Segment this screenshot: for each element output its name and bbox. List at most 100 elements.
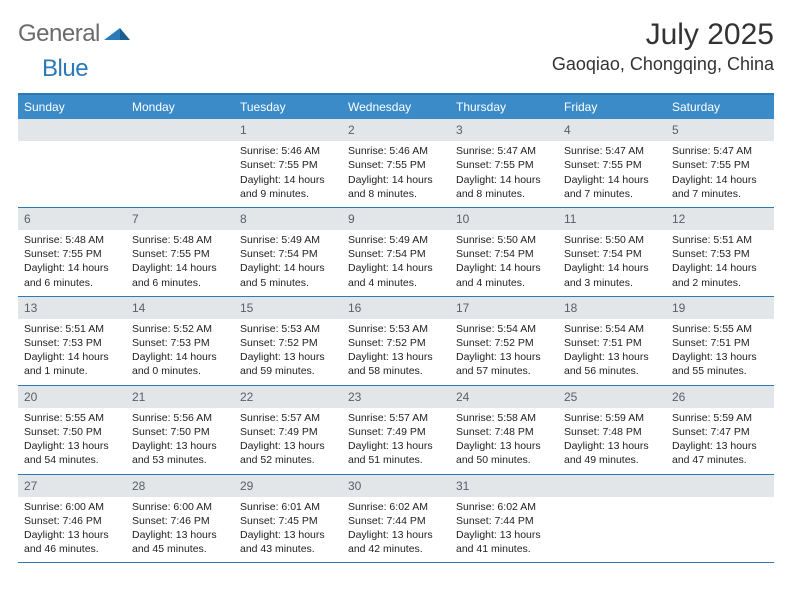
sunrise-line: Sunrise: 5:51 AM	[24, 322, 120, 336]
day-number: 12	[666, 208, 774, 230]
calendar-row: 13Sunrise: 5:51 AMSunset: 7:53 PMDayligh…	[18, 297, 774, 386]
daylight-line: Daylight: 14 hours and 8 minutes.	[348, 173, 444, 201]
day-number: 4	[558, 119, 666, 141]
cell-body: Sunrise: 5:50 AMSunset: 7:54 PMDaylight:…	[558, 230, 666, 296]
sunrise-line: Sunrise: 5:54 AM	[456, 322, 552, 336]
day-number	[558, 475, 666, 497]
cell-body: Sunrise: 5:58 AMSunset: 7:48 PMDaylight:…	[450, 408, 558, 474]
daylight-line: Daylight: 13 hours and 42 minutes.	[348, 528, 444, 556]
cell-body: Sunrise: 5:47 AMSunset: 7:55 PMDaylight:…	[666, 141, 774, 207]
cell-body: Sunrise: 5:51 AMSunset: 7:53 PMDaylight:…	[666, 230, 774, 296]
cell-body: Sunrise: 5:48 AMSunset: 7:55 PMDaylight:…	[18, 230, 126, 296]
calendar-cell: 25Sunrise: 5:59 AMSunset: 7:48 PMDayligh…	[558, 386, 666, 474]
day-number: 19	[666, 297, 774, 319]
cell-body: Sunrise: 6:00 AMSunset: 7:46 PMDaylight:…	[18, 497, 126, 563]
sunrise-line: Sunrise: 6:01 AM	[240, 500, 336, 514]
sunset-line: Sunset: 7:48 PM	[564, 425, 660, 439]
sunset-line: Sunset: 7:55 PM	[132, 247, 228, 261]
calendar-cell	[666, 475, 774, 563]
sunset-line: Sunset: 7:54 PM	[240, 247, 336, 261]
sunrise-line: Sunrise: 5:49 AM	[348, 233, 444, 247]
daylight-line: Daylight: 13 hours and 41 minutes.	[456, 528, 552, 556]
daylight-line: Daylight: 14 hours and 6 minutes.	[132, 261, 228, 289]
calendar-row: 1Sunrise: 5:46 AMSunset: 7:55 PMDaylight…	[18, 119, 774, 208]
day-number: 5	[666, 119, 774, 141]
calendar-cell: 1Sunrise: 5:46 AMSunset: 7:55 PMDaylight…	[234, 119, 342, 207]
sunrise-line: Sunrise: 5:48 AM	[24, 233, 120, 247]
sunrise-line: Sunrise: 6:02 AM	[348, 500, 444, 514]
cell-body: Sunrise: 5:59 AMSunset: 7:47 PMDaylight:…	[666, 408, 774, 474]
calendar-row: 6Sunrise: 5:48 AMSunset: 7:55 PMDaylight…	[18, 208, 774, 297]
day-number: 25	[558, 386, 666, 408]
sunset-line: Sunset: 7:53 PM	[132, 336, 228, 350]
calendar-cell: 13Sunrise: 5:51 AMSunset: 7:53 PMDayligh…	[18, 297, 126, 385]
daylight-line: Daylight: 13 hours and 51 minutes.	[348, 439, 444, 467]
sunrise-line: Sunrise: 5:46 AM	[348, 144, 444, 158]
day-header: Tuesday	[234, 95, 342, 119]
cell-body: Sunrise: 5:54 AMSunset: 7:51 PMDaylight:…	[558, 319, 666, 385]
cell-body: Sunrise: 5:47 AMSunset: 7:55 PMDaylight:…	[450, 141, 558, 207]
daylight-line: Daylight: 13 hours and 58 minutes.	[348, 350, 444, 378]
day-number: 3	[450, 119, 558, 141]
calendar-cell: 9Sunrise: 5:49 AMSunset: 7:54 PMDaylight…	[342, 208, 450, 296]
day-number: 1	[234, 119, 342, 141]
day-number: 6	[18, 208, 126, 230]
day-number: 2	[342, 119, 450, 141]
brand-text-1: General	[18, 20, 100, 48]
sunset-line: Sunset: 7:45 PM	[240, 514, 336, 528]
sunrise-line: Sunrise: 5:50 AM	[564, 233, 660, 247]
day-number	[18, 119, 126, 141]
brand-text-2: Blue	[42, 55, 88, 83]
sunset-line: Sunset: 7:55 PM	[24, 247, 120, 261]
sunset-line: Sunset: 7:51 PM	[564, 336, 660, 350]
sunrise-line: Sunrise: 5:47 AM	[456, 144, 552, 158]
calendar-cell: 12Sunrise: 5:51 AMSunset: 7:53 PMDayligh…	[666, 208, 774, 296]
calendar-cell: 22Sunrise: 5:57 AMSunset: 7:49 PMDayligh…	[234, 386, 342, 474]
cell-body: Sunrise: 5:46 AMSunset: 7:55 PMDaylight:…	[342, 141, 450, 207]
daylight-line: Daylight: 13 hours and 50 minutes.	[456, 439, 552, 467]
cell-body: Sunrise: 6:02 AMSunset: 7:44 PMDaylight:…	[450, 497, 558, 563]
daylight-line: Daylight: 14 hours and 0 minutes.	[132, 350, 228, 378]
calendar-cell: 20Sunrise: 5:55 AMSunset: 7:50 PMDayligh…	[18, 386, 126, 474]
cell-body: Sunrise: 5:53 AMSunset: 7:52 PMDaylight:…	[234, 319, 342, 385]
daylight-line: Daylight: 14 hours and 2 minutes.	[672, 261, 768, 289]
day-number: 20	[18, 386, 126, 408]
cell-body: Sunrise: 5:48 AMSunset: 7:55 PMDaylight:…	[126, 230, 234, 296]
daylight-line: Daylight: 13 hours and 47 minutes.	[672, 439, 768, 467]
calendar-cell: 19Sunrise: 5:55 AMSunset: 7:51 PMDayligh…	[666, 297, 774, 385]
calendar-cell	[558, 475, 666, 563]
calendar-body: 1Sunrise: 5:46 AMSunset: 7:55 PMDaylight…	[18, 119, 774, 563]
day-number	[666, 475, 774, 497]
daylight-line: Daylight: 13 hours and 53 minutes.	[132, 439, 228, 467]
location: Gaoqiao, Chongqing, China	[552, 54, 774, 75]
daylight-line: Daylight: 13 hours and 46 minutes.	[24, 528, 120, 556]
sunset-line: Sunset: 7:51 PM	[672, 336, 768, 350]
cell-body: Sunrise: 5:51 AMSunset: 7:53 PMDaylight:…	[18, 319, 126, 385]
sunset-line: Sunset: 7:55 PM	[456, 158, 552, 172]
sunrise-line: Sunrise: 5:57 AM	[240, 411, 336, 425]
day-header: Thursday	[450, 95, 558, 119]
day-number: 10	[450, 208, 558, 230]
day-number: 16	[342, 297, 450, 319]
sunset-line: Sunset: 7:44 PM	[456, 514, 552, 528]
cell-body: Sunrise: 6:01 AMSunset: 7:45 PMDaylight:…	[234, 497, 342, 563]
cell-body: Sunrise: 5:49 AMSunset: 7:54 PMDaylight:…	[234, 230, 342, 296]
sunrise-line: Sunrise: 5:48 AM	[132, 233, 228, 247]
sunset-line: Sunset: 7:46 PM	[132, 514, 228, 528]
brand-shape-icon	[104, 22, 130, 47]
calendar-cell: 2Sunrise: 5:46 AMSunset: 7:55 PMDaylight…	[342, 119, 450, 207]
cell-body: Sunrise: 5:54 AMSunset: 7:52 PMDaylight:…	[450, 319, 558, 385]
daylight-line: Daylight: 13 hours and 52 minutes.	[240, 439, 336, 467]
sunrise-line: Sunrise: 5:55 AM	[24, 411, 120, 425]
cell-body: Sunrise: 5:47 AMSunset: 7:55 PMDaylight:…	[558, 141, 666, 207]
daylight-line: Daylight: 14 hours and 4 minutes.	[456, 261, 552, 289]
day-number: 28	[126, 475, 234, 497]
calendar-cell: 4Sunrise: 5:47 AMSunset: 7:55 PMDaylight…	[558, 119, 666, 207]
sunrise-line: Sunrise: 5:50 AM	[456, 233, 552, 247]
calendar-cell: 28Sunrise: 6:00 AMSunset: 7:46 PMDayligh…	[126, 475, 234, 563]
sunset-line: Sunset: 7:55 PM	[672, 158, 768, 172]
sunrise-line: Sunrise: 5:56 AM	[132, 411, 228, 425]
calendar: SundayMondayTuesdayWednesdayThursdayFrid…	[18, 93, 774, 563]
day-header: Friday	[558, 95, 666, 119]
daylight-line: Daylight: 14 hours and 6 minutes.	[24, 261, 120, 289]
